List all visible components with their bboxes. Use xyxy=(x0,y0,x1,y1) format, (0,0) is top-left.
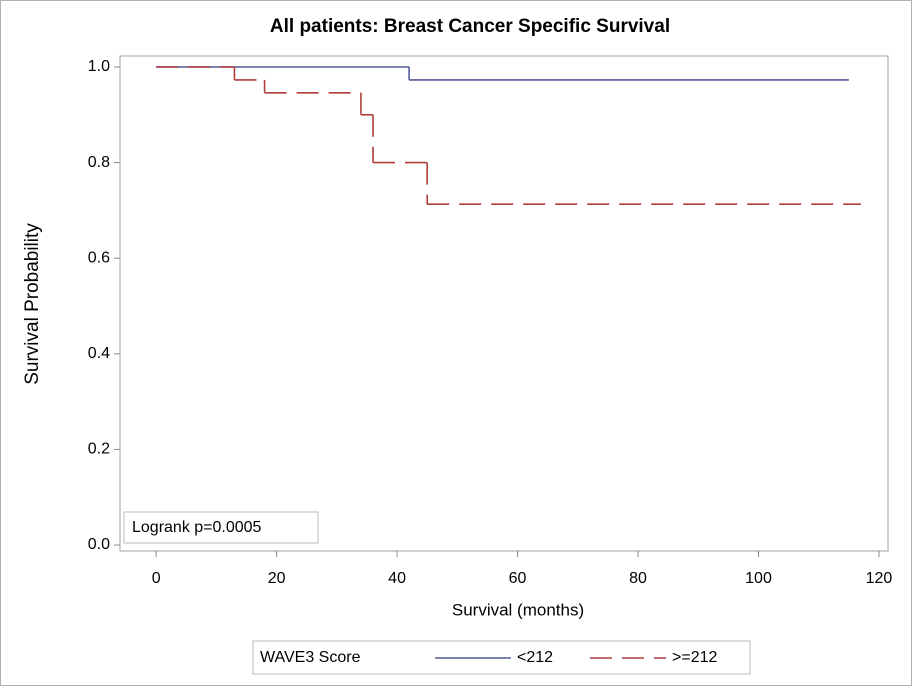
plot-frame xyxy=(119,55,889,552)
annotation: Logrank p=0.0005 xyxy=(132,519,262,536)
legend-label: <212 xyxy=(517,649,553,666)
annotation-box xyxy=(123,511,319,544)
y-tick-label: 0.8 xyxy=(88,154,110,171)
y-axis-label: Survival Probability xyxy=(22,223,43,385)
x-tick-label: 0 xyxy=(152,570,161,587)
legend-title: WAVE3 Score xyxy=(260,649,361,666)
x-tick-label: 100 xyxy=(745,570,772,587)
x-tick-label: 120 xyxy=(866,570,893,587)
legend-label: >=212 xyxy=(672,649,717,666)
x-tick-label: 60 xyxy=(509,570,527,587)
chart-title: All patients: Breast Cancer Specific Sur… xyxy=(270,16,670,37)
x-axis-label: Survival (months) xyxy=(452,600,584,619)
x-tick-label: 40 xyxy=(388,570,406,587)
y-tick-label: 1.0 xyxy=(88,58,110,75)
y-tick-label: 0.2 xyxy=(88,441,110,458)
y-tick-label: 0.6 xyxy=(88,249,110,266)
x-tick-label: 20 xyxy=(268,570,286,587)
x-tick-label: 80 xyxy=(629,570,647,587)
y-tick-label: 0.0 xyxy=(88,536,110,553)
y-tick-label: 0.4 xyxy=(88,345,110,362)
